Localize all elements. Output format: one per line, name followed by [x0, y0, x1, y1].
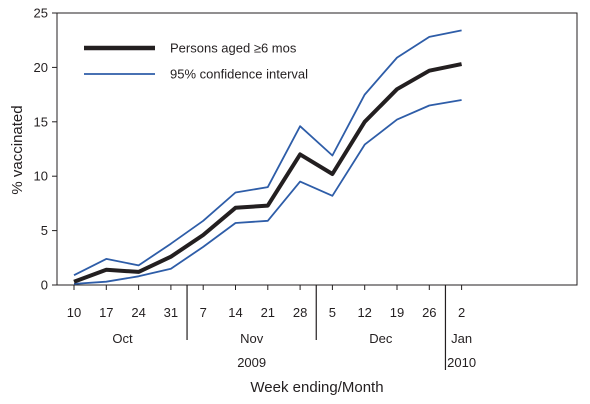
x-tick-label: 12	[357, 305, 371, 320]
y-tick-label: 10	[34, 169, 48, 184]
x-axis-title: Week ending/Month	[250, 379, 383, 396]
x-tick-label: 7	[200, 305, 207, 320]
month-label: Dec	[369, 331, 393, 346]
x-tick-label: 26	[422, 305, 436, 320]
month-label: Oct	[112, 331, 133, 346]
y-tick-label: 15	[34, 114, 48, 129]
x-tick-label: 10	[67, 305, 81, 320]
x-tick-label: 2	[458, 305, 465, 320]
month-label: Jan	[451, 331, 472, 346]
y-tick-label: 20	[34, 60, 48, 75]
year-label: 2009	[237, 355, 266, 370]
x-tick-label: 19	[390, 305, 404, 320]
legend-label: Persons aged ≥6 mos	[170, 41, 297, 56]
y-axis-title: % vaccinated	[9, 105, 26, 194]
series-line-ci-upper	[73, 29, 462, 277]
series-line-ci-lower	[73, 99, 462, 285]
x-tick-label: 21	[261, 305, 275, 320]
x-tick-label: 14	[228, 305, 242, 320]
x-tick-label: 28	[293, 305, 307, 320]
month-label: Nov	[240, 331, 264, 346]
plot-frame	[56, 12, 578, 286]
x-tick-label: 17	[99, 305, 113, 320]
y-tick-label: 5	[41, 223, 48, 238]
y-tick-label: 25	[34, 6, 48, 21]
x-tick-label: 5	[329, 305, 336, 320]
year-label: 2010	[447, 355, 476, 370]
y-tick-label: 0	[41, 278, 48, 293]
legend-label: 95% confidence interval	[170, 67, 308, 82]
x-tick-label: 24	[131, 305, 145, 320]
x-tick-label: 31	[164, 305, 178, 320]
series-line-estimate	[73, 62, 463, 284]
